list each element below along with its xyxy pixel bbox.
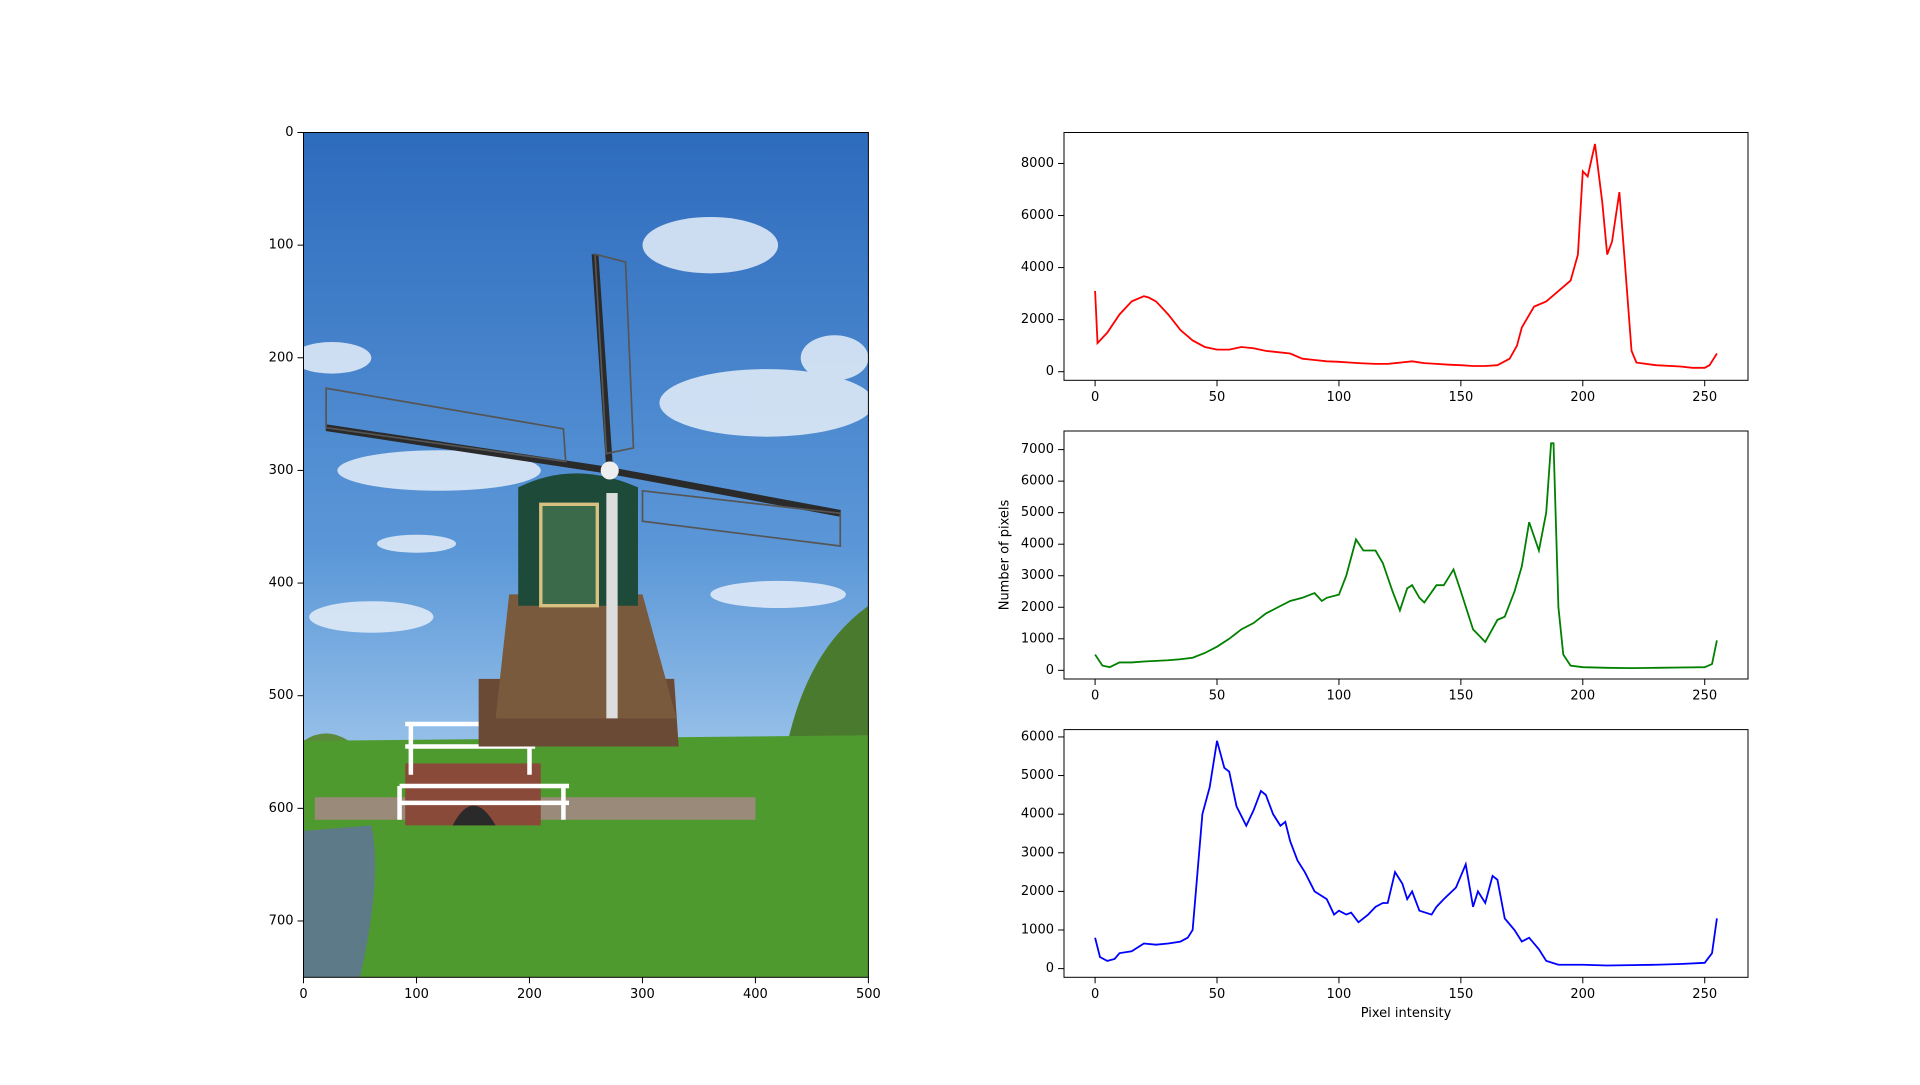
y-tick-label: 5000	[1021, 505, 1054, 520]
y-tick-label: 700	[269, 913, 294, 928]
y-tick-label: 0	[1046, 961, 1054, 976]
y-tick-label: 6000	[1021, 729, 1054, 744]
x-tick-label: 200	[1570, 689, 1595, 704]
x-tick-label: 100	[1327, 987, 1352, 1002]
y-tick-label: 600	[269, 801, 294, 816]
x-axis-label: Pixel intensity	[1361, 1006, 1452, 1021]
y-tick-label: 100	[269, 238, 294, 253]
axes-frame	[303, 132, 869, 978]
x-tick-label: 250	[1692, 390, 1717, 405]
x-tick-label: 200	[517, 987, 542, 1002]
x-tick-label: 100	[1327, 390, 1352, 405]
y-tick-label: 6000	[1021, 208, 1054, 223]
y-tick-label: 5000	[1021, 768, 1054, 783]
x-tick-label: 100	[1327, 689, 1352, 704]
x-tick-label: 100	[404, 987, 429, 1002]
y-tick-label: 6000	[1021, 474, 1054, 489]
y-tick-label: 2000	[1021, 600, 1054, 615]
y-tick-label: 2000	[1021, 312, 1054, 327]
y-tick-label: 7000	[1021, 442, 1054, 457]
y-tick-label: 4000	[1021, 537, 1054, 552]
y-tick-label: 4000	[1021, 807, 1054, 822]
y-tick-label: 3000	[1021, 845, 1054, 860]
y-tick-label: 0	[1046, 663, 1054, 678]
y-tick-label: 500	[269, 688, 294, 703]
y-tick-label: 8000	[1021, 156, 1054, 171]
x-tick-label: 50	[1209, 987, 1226, 1002]
x-tick-label: 250	[1692, 987, 1717, 1002]
axes-frame	[1063, 729, 1749, 978]
x-tick-label: 50	[1209, 689, 1226, 704]
histogram-line	[1094, 143, 1718, 369]
x-tick-label: 400	[743, 987, 768, 1002]
x-tick-label: 300	[630, 987, 655, 1002]
x-tick-label: 200	[1570, 987, 1595, 1002]
axes-frame	[1063, 132, 1749, 381]
y-tick-label: 300	[269, 463, 294, 478]
y-tick-label: 1000	[1021, 631, 1054, 646]
y-tick-label: 0	[285, 125, 293, 140]
x-tick-label: 150	[1448, 390, 1473, 405]
x-tick-label: 0	[299, 987, 307, 1002]
y-tick-label: 0	[1046, 364, 1054, 379]
x-tick-label: 500	[856, 987, 881, 1002]
histogram-line	[1094, 442, 1718, 670]
y-axis-label: Number of pixels	[998, 499, 1013, 610]
y-tick-label: 1000	[1021, 922, 1054, 937]
x-tick-label: 0	[1091, 987, 1099, 1002]
x-tick-label: 200	[1570, 390, 1595, 405]
y-tick-label: 200	[269, 350, 294, 365]
x-tick-label: 0	[1091, 689, 1099, 704]
x-tick-label: 50	[1209, 390, 1226, 405]
photo	[303, 132, 869, 978]
x-tick-label: 150	[1448, 689, 1473, 704]
x-tick-label: 150	[1448, 987, 1473, 1002]
x-tick-label: 0	[1091, 390, 1099, 405]
y-tick-label: 3000	[1021, 568, 1054, 583]
y-tick-label: 2000	[1021, 884, 1054, 899]
y-tick-label: 400	[269, 576, 294, 591]
histogram-line	[1094, 740, 1718, 967]
x-tick-label: 250	[1692, 689, 1717, 704]
axes-frame	[1063, 430, 1749, 680]
y-tick-label: 4000	[1021, 260, 1054, 275]
